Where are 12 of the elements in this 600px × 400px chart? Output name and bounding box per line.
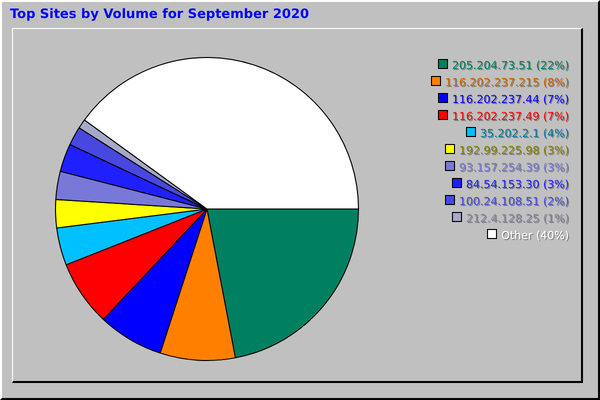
legend-label: Other (40%) — [501, 229, 569, 242]
legend-label: 84.54.153.30 (3%) — [466, 178, 569, 191]
legend-label: 205.204.73.51 (22%) — [452, 59, 569, 72]
legend-label: 116.202.237.44 (7%) — [452, 93, 569, 106]
chart-title: Top Sites by Volume for September 2020 — [10, 7, 310, 22]
legend-label: 116.202.237.49 (7%) — [452, 110, 569, 123]
legend-label: 212.4.128.25 (1%) — [466, 212, 569, 225]
legend-label: 93.157.254.39 (3%) — [458, 161, 569, 174]
legend-label: 100.24.108.51 (2%) — [458, 195, 569, 208]
legend-label: 116.202.237.215 (8%) — [444, 76, 569, 89]
legend-label: 192.99.225.98 (3%) — [458, 144, 569, 157]
legend-label: 35.202.2.1 (4%) — [480, 127, 569, 140]
